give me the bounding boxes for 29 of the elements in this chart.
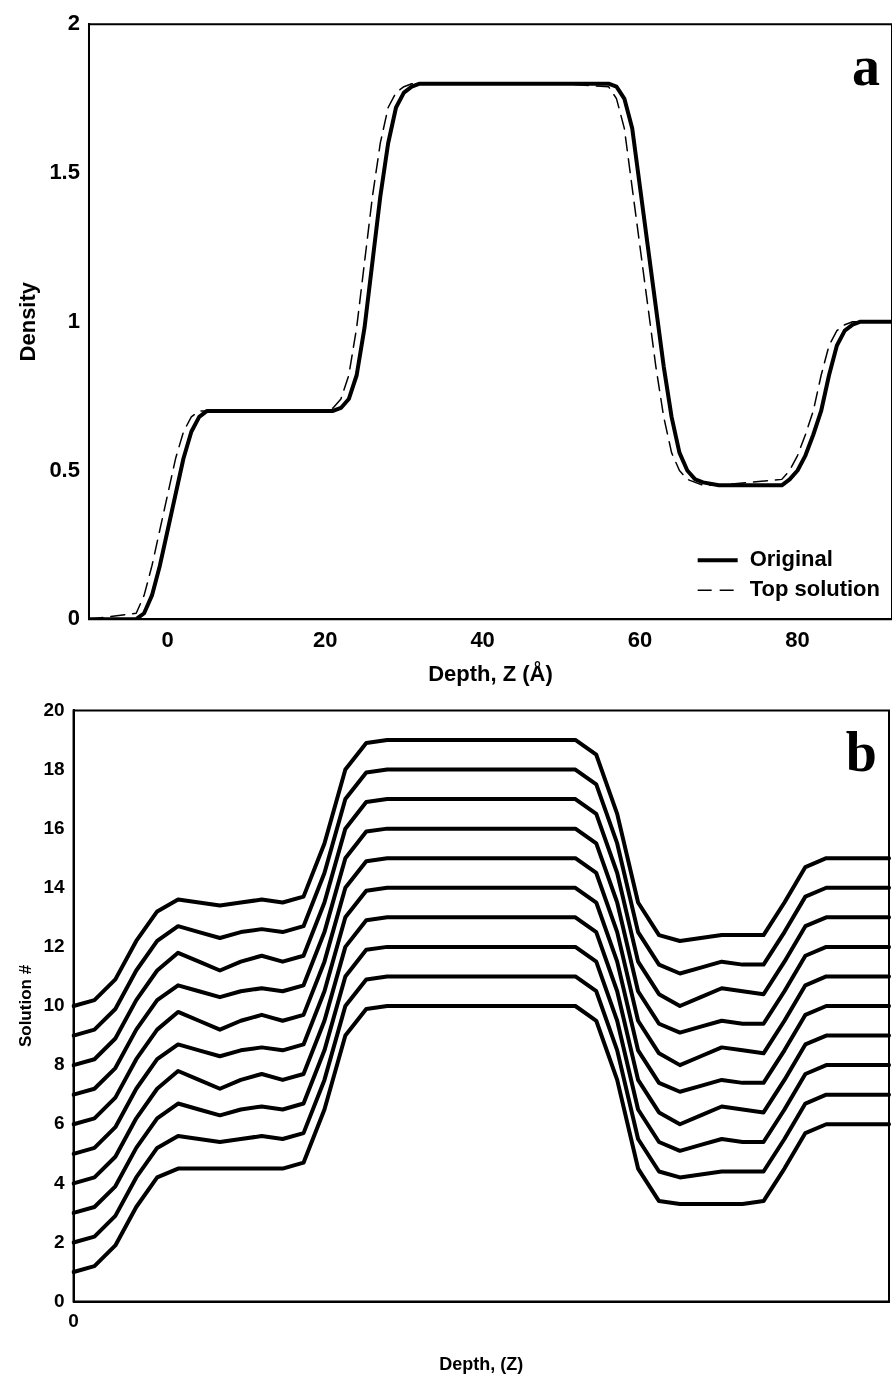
y-tick-label: 10 (43, 994, 65, 1016)
y-tick-label: 12 (43, 935, 65, 957)
x-tick-label: 0 (161, 627, 174, 653)
annotation: b (845, 720, 877, 783)
y-tick-label: 0 (53, 1289, 65, 1311)
y-tick-label: 1.5 (49, 159, 80, 185)
x-tick-label: 60 (627, 627, 653, 653)
y-tick-label: 18 (43, 757, 65, 779)
annotation: a (852, 34, 880, 97)
y-axis-title: Density (15, 281, 41, 362)
legend-label: Top solution (749, 576, 881, 602)
y-tick-label: 6 (53, 1112, 65, 1134)
x-tick-label: 80 (785, 627, 810, 653)
y-axis-title: Solution # (15, 964, 35, 1048)
x-axis-title: Depth, Z (Å) (428, 659, 553, 686)
x-tick-label: 40 (470, 627, 495, 653)
y-tick-label: 0.5 (49, 456, 80, 482)
y-tick-label: 8 (53, 1053, 65, 1075)
y-tick-label: 1 (67, 307, 80, 333)
x-axis-title: Depth, (Z) (439, 1354, 524, 1375)
legend-label: Original (749, 546, 833, 572)
y-tick-label: 2 (67, 10, 80, 36)
y-tick-label: 14 (43, 875, 65, 897)
y-tick-label: 2 (53, 1230, 65, 1252)
y-tick-label: 4 (53, 1171, 65, 1193)
x-tick-label: 20 (312, 627, 338, 653)
y-tick-label: 0 (67, 605, 80, 631)
y-tick-label: 20 (43, 698, 65, 720)
y-tick-label: 16 (43, 816, 65, 838)
